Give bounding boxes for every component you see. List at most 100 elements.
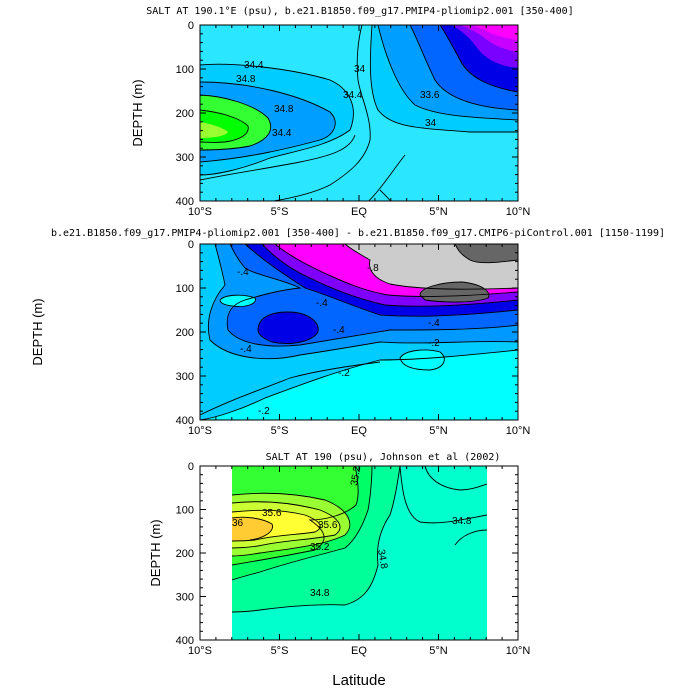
panel-1-field [200, 25, 518, 201]
y-tick-label: 100 [176, 283, 194, 295]
p1-clabel: 34.8 [274, 104, 294, 115]
p1-clabel: 34 [425, 118, 437, 129]
x-tick-label: 5°S [271, 206, 289, 218]
p3-contour [399, 466, 487, 524]
p3-contour [232, 466, 359, 566]
p3-clabel: 35.2 [349, 465, 363, 487]
p1-clabel: 34.4 [272, 128, 292, 139]
x-tick-label: 10°S [188, 425, 212, 437]
p1-fill-318 [472, 25, 518, 40]
p3-clabel: 35.6 [318, 520, 338, 531]
p2-clabel: -.2 [258, 406, 270, 417]
p2-clabel: -.4 [240, 344, 252, 355]
p2-fill-island [220, 295, 445, 370]
p2-contour-labels: -.4 -.4 -.8 -.4 -.4 -.2 -.2 -.2 -.4 [237, 263, 440, 417]
panel-2-field [200, 244, 518, 420]
p3-fill-36 [232, 517, 273, 541]
p1-fill-354 [200, 122, 228, 138]
p1-contour [369, 25, 518, 133]
p3-contour [232, 501, 341, 549]
p2-contour [200, 349, 518, 420]
p3-contour-labels: 35.2 35.6 36 35.6 35.2 34.8 34.8 34.8 [232, 465, 472, 599]
y-tick-label: 100 [176, 64, 194, 76]
panel-2: b.e21.B1850.f09_g17.PMIP4-pliomip2.001 [… [30, 228, 665, 437]
p2-contour [226, 244, 518, 347]
p2-clabel: -.4 [316, 298, 328, 309]
x-tick-label: 10°N [506, 645, 531, 657]
x-tick-label: 10°N [506, 206, 531, 218]
x-tick-label: EQ [351, 645, 367, 657]
x-tick-label: EQ [351, 425, 367, 437]
p3-contour [232, 516, 273, 541]
p2-contour [207, 244, 518, 360]
p1-clabel: 33.6 [420, 90, 440, 101]
y-tick-label: 300 [176, 152, 194, 164]
y-tick-label: 100 [176, 505, 194, 517]
y-tick-label: 0 [188, 461, 194, 473]
p2-fill-18 [420, 244, 518, 303]
x-axis-label: Latitude [332, 672, 385, 689]
y-tick-label: 200 [176, 327, 194, 339]
y-tick-label: 400 [176, 635, 194, 647]
p2-clabel: -.2 [428, 338, 440, 349]
p3-contour [232, 466, 373, 581]
panel-1-ylabel: DEPTH (m) [130, 79, 145, 146]
x-tick-label: 10°S [188, 206, 212, 218]
panel-1: SALT AT 190.1°E (psu), b.e21.B1850.f09_g… [130, 6, 574, 218]
p1-clabel: 34.4 [343, 90, 363, 101]
p3-contour [232, 492, 351, 557]
p2-contour [257, 311, 319, 344]
x-tick-label: EQ [351, 206, 367, 218]
panel-3: 35.2 35.6 36 35.6 35.2 34.8 34.8 34.8 SA… [148, 452, 530, 689]
p1-contour [200, 81, 336, 163]
panel-1-axes: 10°S 5°S EQ 5°N 10°N 0 100 200 300 400 [176, 20, 531, 218]
p1-clabel: 34.4 [244, 60, 264, 71]
panel-2-ylabel: DEPTH (m) [30, 298, 45, 365]
p2-clabel: -.8 [367, 263, 379, 274]
p3-contour [232, 509, 321, 542]
p3-clabel: 34.8 [452, 516, 472, 527]
panel-3-title: SALT AT 190 (psu), Johnson et al (2002) [266, 452, 501, 463]
p1-clabel: 34 [354, 64, 366, 75]
y-tick-label: 200 [176, 548, 194, 560]
y-tick-label: 400 [176, 196, 194, 208]
panel-3-field [232, 466, 487, 640]
p3-contour [424, 466, 487, 491]
panel-2-title: b.e21.B1850.f09_g17.PMIP4-pliomip2.001 [… [51, 228, 665, 239]
y-tick-label: 0 [188, 20, 194, 32]
x-tick-label: 5°N [429, 425, 448, 437]
p2-contour [219, 294, 256, 307]
x-tick-label: 10°S [188, 645, 212, 657]
p3-clabel: 34.8 [310, 588, 330, 599]
p2-clabel: -.4 [428, 318, 440, 329]
panel-2-axes: 10°S 5°S EQ 5°N 10°N 0 100 200 300 400 [176, 239, 531, 437]
y-tick-label: 300 [176, 371, 194, 383]
p1-contour [377, 25, 518, 121]
p1-contour [200, 109, 249, 143]
p2-contour [274, 244, 518, 297]
p3-clabel: 35.6 [262, 508, 282, 519]
p2-contour [419, 281, 490, 303]
p3-clabel: 36 [232, 518, 244, 529]
p2-contour [200, 361, 381, 416]
x-tick-label: 5°N [429, 645, 448, 657]
y-tick-label: 200 [176, 108, 194, 120]
p2-clabel: -.4 [333, 325, 345, 336]
p2-contour [454, 244, 518, 264]
p1-contour [367, 154, 406, 201]
p1-contour [200, 63, 354, 176]
p1-contour [409, 25, 518, 111]
p2-clabel: -.2 [338, 368, 350, 379]
p1-contour [200, 94, 272, 151]
p2-clabel: -.4 [237, 267, 249, 278]
p1-clabel: 34.8 [236, 74, 256, 85]
p2-contour [261, 244, 518, 307]
p2-contour [399, 349, 445, 371]
p3-clabel: 35.2 [310, 542, 330, 553]
p2-contour [244, 244, 518, 317]
panel-3-ylabel: DEPTH (m) [148, 519, 163, 586]
y-tick-label: 0 [188, 239, 194, 251]
p1-contour [200, 134, 356, 181]
p3-clabel: 34.8 [375, 549, 389, 571]
